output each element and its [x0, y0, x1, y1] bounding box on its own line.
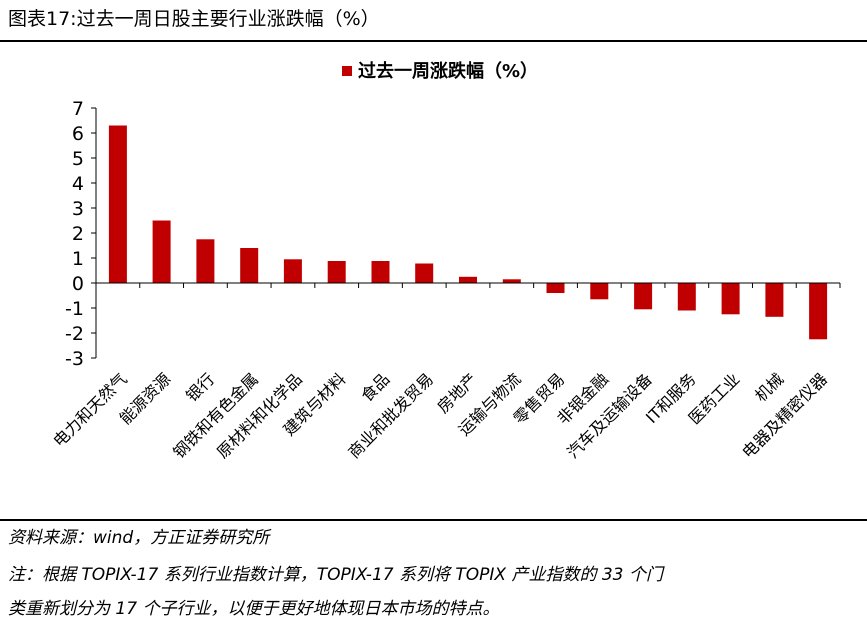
y-tick-label: 2 — [72, 223, 84, 245]
bar — [502, 279, 521, 284]
y-tick-label: -2 — [65, 323, 84, 345]
bar — [415, 263, 434, 283]
y-tick-label: 4 — [72, 173, 84, 195]
bar — [283, 259, 302, 284]
bars — [108, 125, 828, 340]
source-note: 资料来源：wind，方正证券研究所 — [8, 528, 270, 548]
y-tick-label: 6 — [72, 123, 84, 145]
bar — [108, 125, 127, 283]
y-tick-label: 5 — [72, 148, 84, 170]
top-rule — [0, 40, 867, 42]
bar — [327, 261, 346, 283]
bar — [546, 283, 565, 293]
bar — [590, 283, 609, 300]
footnote-line-1: 注：根据 TOPIX-17 系列行业指数计算，TOPIX-17 系列将 TOPI… — [8, 565, 663, 585]
legend: 过去一周涨跌幅（%） — [342, 60, 538, 82]
category-label: 电力和天然气 — [49, 369, 130, 450]
y-tick-label: -3 — [65, 348, 84, 370]
category-label: 银行 — [182, 369, 218, 405]
bar — [634, 283, 653, 310]
footnote-line-2: 类重新划分为 17 个子行业，以便于更好地体现日本市场的特点。 — [8, 599, 500, 619]
legend-label: 过去一周涨跌幅（%） — [358, 60, 538, 82]
y-tick-label: 7 — [72, 98, 84, 120]
y-tick-label: 1 — [72, 248, 84, 270]
figure-title: 图表17:过去一周日股主要行业涨跌幅（%） — [8, 8, 380, 30]
bar — [371, 261, 390, 283]
bar — [152, 220, 171, 283]
y-tick-label: 3 — [72, 198, 84, 220]
category-label: 食品 — [357, 369, 393, 405]
bar — [721, 283, 740, 315]
y-tick-label: -1 — [65, 298, 84, 320]
legend-swatch — [342, 66, 352, 76]
bar — [677, 283, 696, 311]
y-tick-label: 0 — [72, 273, 84, 295]
bar — [809, 283, 828, 340]
category-label: 机械 — [751, 369, 787, 405]
x-axis — [95, 282, 841, 288]
bar — [196, 239, 215, 284]
bar — [765, 283, 784, 317]
bottom-rule — [0, 519, 867, 521]
y-axis: 7 6 5 4 3 2 1 0 -1 -2 -3 — [65, 98, 97, 370]
bar — [240, 248, 259, 283]
bar — [459, 276, 477, 284]
